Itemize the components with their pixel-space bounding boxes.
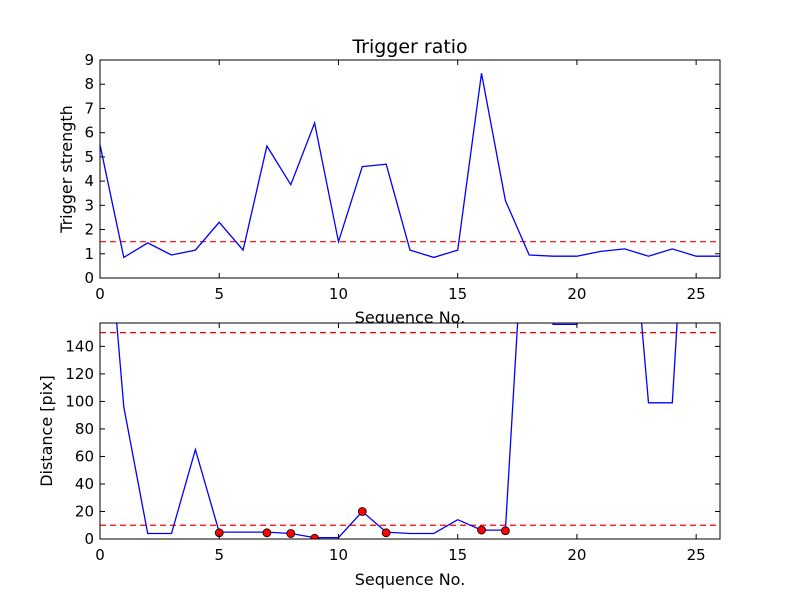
x-tick-label-top: 0 bbox=[95, 285, 105, 303]
plot-area-bottom bbox=[100, 323, 720, 539]
y-tick-label-top: 9 bbox=[84, 51, 94, 69]
x-tick-label-top: 5 bbox=[214, 285, 224, 303]
x-tick-label-bottom: 25 bbox=[687, 546, 706, 564]
x-tick-label-top: 25 bbox=[687, 285, 706, 303]
y-tick-label-top: 8 bbox=[84, 75, 94, 93]
y-tick-label-top: 4 bbox=[84, 172, 94, 190]
chart-title-top: Trigger ratio bbox=[351, 36, 467, 58]
ticks-bottom: 0 5 10 15 20 25 0 20 40 60 80 100 120 140 bbox=[65, 323, 720, 564]
plot-frame-top bbox=[99, 59, 721, 279]
y-tick-label-top: 5 bbox=[84, 148, 94, 166]
chart-distance: 0 5 10 15 20 25 0 20 40 60 80 100 120 140 Sequence No… bbox=[37, 322, 721, 589]
marker-point bbox=[500, 526, 510, 536]
x-tick-label-bottom: 15 bbox=[448, 546, 467, 564]
y-tick-label-top: 2 bbox=[84, 221, 94, 239]
x-tick-label-bottom: 5 bbox=[214, 546, 224, 564]
x-tick-label-bottom: 0 bbox=[95, 546, 105, 564]
marker-point bbox=[357, 507, 367, 516]
y-tick-label-bottom: 140 bbox=[65, 337, 94, 355]
x-tick-label-bottom: 10 bbox=[329, 546, 348, 564]
y-tick-label-top: 3 bbox=[84, 196, 94, 214]
x-tick-label-top: 15 bbox=[448, 285, 467, 303]
y-axis-label-top: Trigger strength bbox=[57, 105, 76, 234]
y-tick-label-top: 6 bbox=[84, 124, 94, 142]
y-tick-label-top: 7 bbox=[84, 99, 94, 117]
series-line bbox=[116, 323, 678, 539]
x-tick-label-top: 20 bbox=[567, 285, 586, 303]
y-axis-label-bottom: Distance [pix] bbox=[37, 375, 56, 487]
y-tick-label-bottom: 60 bbox=[75, 447, 94, 465]
y-tick-label-bottom: 120 bbox=[65, 365, 94, 383]
ticks-top: 0 5 10 15 20 25 0 1 2 3 4 5 6 7 8 9 bbox=[84, 51, 720, 303]
series-line bbox=[100, 73, 720, 259]
y-tick-label-bottom: 80 bbox=[75, 420, 94, 438]
marker-point bbox=[262, 528, 272, 538]
chart-trigger-ratio: Trigger ratio 0 5 10 15 20 25 0 1 2 3 4 5 6 7 8 9 Seque… bbox=[57, 36, 721, 327]
y-tick-label-bottom: 100 bbox=[65, 392, 94, 410]
y-tick-label-top: 1 bbox=[84, 245, 94, 263]
plot-area-top bbox=[100, 60, 720, 278]
marker-point bbox=[286, 529, 296, 538]
x-tick-label-top: 10 bbox=[329, 285, 348, 303]
hlines-bottom bbox=[100, 332, 720, 526]
x-axis-label-bottom: Sequence No. bbox=[355, 570, 466, 589]
marker-point bbox=[381, 528, 391, 538]
series-bottom bbox=[116, 323, 678, 539]
x-tick-label-bottom: 20 bbox=[567, 546, 586, 564]
x-axis-label-top: Sequence No. bbox=[355, 308, 466, 327]
y-tick-label-top: 0 bbox=[84, 269, 94, 287]
series-top bbox=[100, 73, 720, 259]
marker-point bbox=[477, 525, 486, 535]
plot-frame-bottom bbox=[99, 322, 721, 540]
y-tick-label-bottom: 0 bbox=[84, 530, 94, 548]
y-tick-label-bottom: 40 bbox=[75, 475, 94, 493]
marker-point bbox=[310, 533, 320, 539]
y-tick-label-bottom: 20 bbox=[75, 502, 94, 520]
